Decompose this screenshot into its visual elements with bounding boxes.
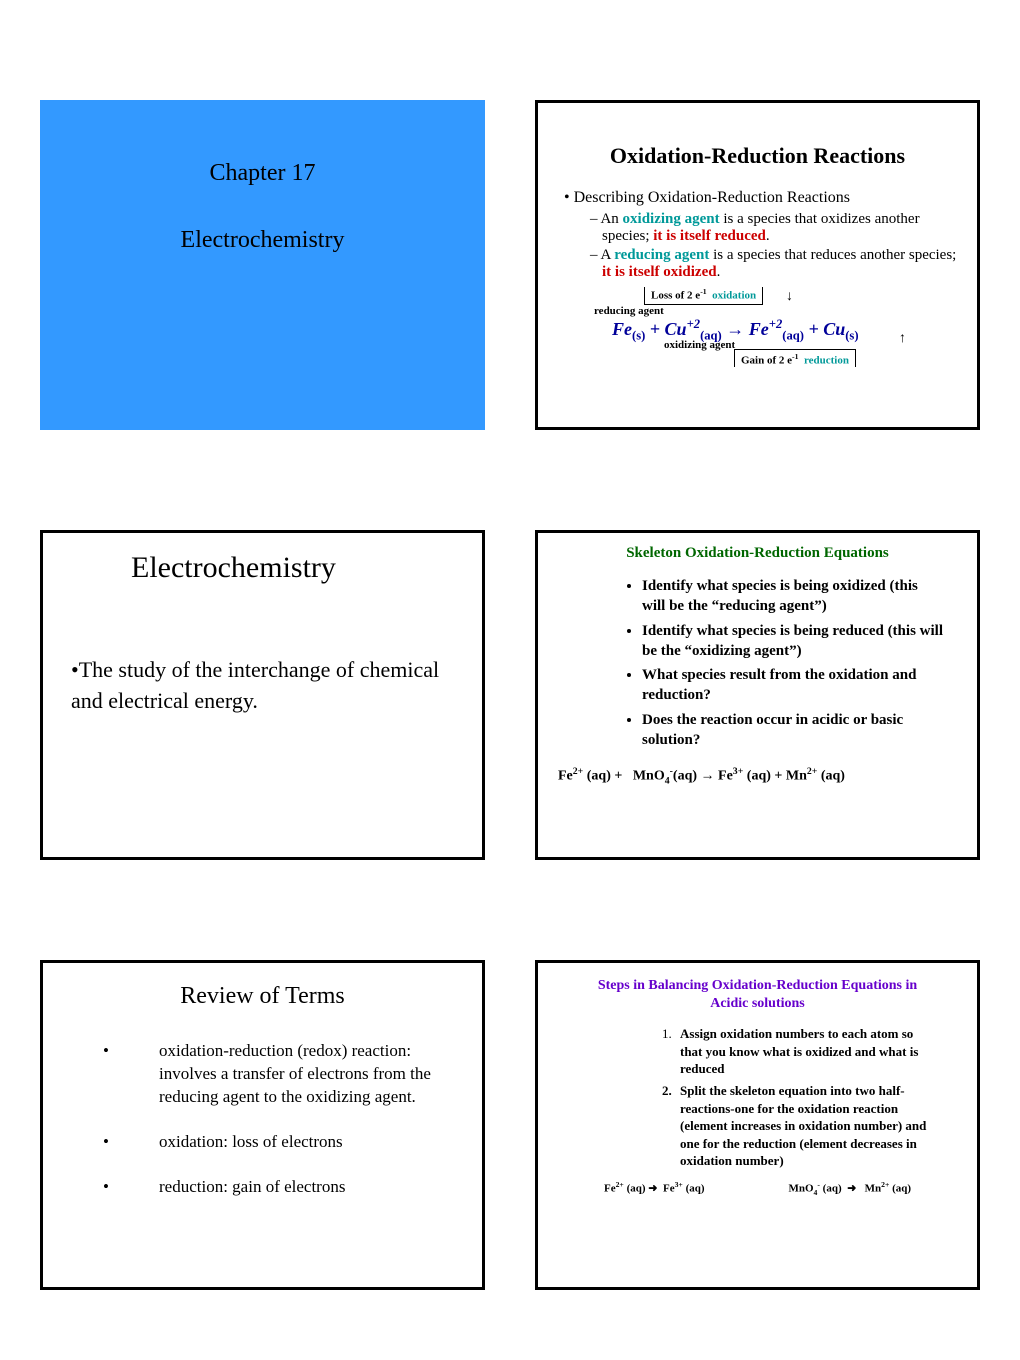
fe-cu-equation: Fe(s) + Cu+2(aq) → Fe+2(aq) + Cu(s) — [612, 317, 859, 344]
slide2-heading: • Describing Oxidation-Reduction Reactio… — [564, 189, 961, 207]
arrow-up-icon: ↑ — [899, 331, 906, 347]
slide3-body: •The study of the interchange of chemica… — [71, 655, 454, 717]
slide4-title: Skeleton Oxidation-Reduction Equations — [552, 545, 963, 562]
redox-equation-diagram: Loss of 2 e-1 oxidation ↓ reducing agent… — [594, 287, 941, 367]
slide4-item: Identify what species is being oxidized … — [642, 576, 943, 617]
slide-balancing-steps: Steps in Balancing Oxidation-Reduction E… — [535, 960, 980, 1290]
oxidizing-agent-label: oxidizing agent — [664, 339, 735, 351]
slide-chapter-title: Chapter 17 Electrochemistry — [40, 100, 485, 430]
slide6-list: 1.Assign oxidation numbers to each atom … — [662, 1025, 933, 1169]
slide6-step1: 1.Assign oxidation numbers to each atom … — [662, 1025, 933, 1078]
slide-electrochemistry-def: Electrochemistry •The study of the inter… — [40, 530, 485, 860]
slide4-equation: Fe2+ (aq) + MnO4-(aq) → Fe3+ (aq) + Mn2+… — [558, 766, 963, 786]
slide4-item: Does the reaction occur in acidic or bas… — [642, 710, 943, 751]
slide-review-terms: Review of Terms •oxidation-reduction (re… — [40, 960, 485, 1290]
reducing-agent-def: – A reducing agent is a species that red… — [590, 247, 961, 281]
slide5-title: Review of Terms — [71, 983, 454, 1010]
slide-oxidation-reduction: Oxidation-Reduction Reactions • Describi… — [535, 100, 980, 430]
slide4-item: Identify what species is being reduced (… — [642, 621, 943, 662]
gain-label: Gain of 2 e-1 reduction — [734, 349, 856, 367]
slide2-title: Oxidation-Reduction Reactions — [554, 143, 961, 169]
slide5-item: •oxidation-reduction (redox) reaction: i… — [131, 1040, 441, 1109]
chapter-label: Chapter 17 — [40, 160, 485, 187]
oxidizing-agent-def: – An oxidizing agent is a species that o… — [590, 211, 961, 245]
slide6-title: Steps in Balancing Oxidation-Reduction E… — [582, 977, 933, 1013]
slide4-list: Identify what species is being oxidized … — [642, 576, 943, 750]
slide5-item: •reduction: gain of electrons — [131, 1176, 441, 1199]
slide3-title: Electrochemistry — [131, 551, 454, 585]
loss-label: Loss of 2 e-1 oxidation — [644, 287, 763, 305]
slide5-item: •oxidation: loss of electrons — [131, 1131, 441, 1154]
half-reaction-fe: Fe2+ (aq) ➜ Fe3+ (aq) — [604, 1180, 705, 1197]
reducing-agent-label: reducing agent — [594, 305, 664, 317]
slide6-half-reactions: Fe2+ (aq) ➜ Fe3+ (aq) MnO4- (aq) ➜ Mn2+ … — [552, 1180, 963, 1197]
chapter-topic: Electrochemistry — [40, 227, 485, 254]
slide4-item: What species result from the oxidation a… — [642, 665, 943, 706]
half-reaction-mn: MnO4- (aq) ➜ Mn2+ (aq) — [788, 1180, 911, 1197]
slide6-step2: 2.Split the skeleton equation into two h… — [662, 1082, 933, 1170]
slide-skeleton-equations: Skeleton Oxidation-Reduction Equations I… — [535, 530, 980, 860]
arrow-down-icon: ↓ — [786, 289, 793, 305]
